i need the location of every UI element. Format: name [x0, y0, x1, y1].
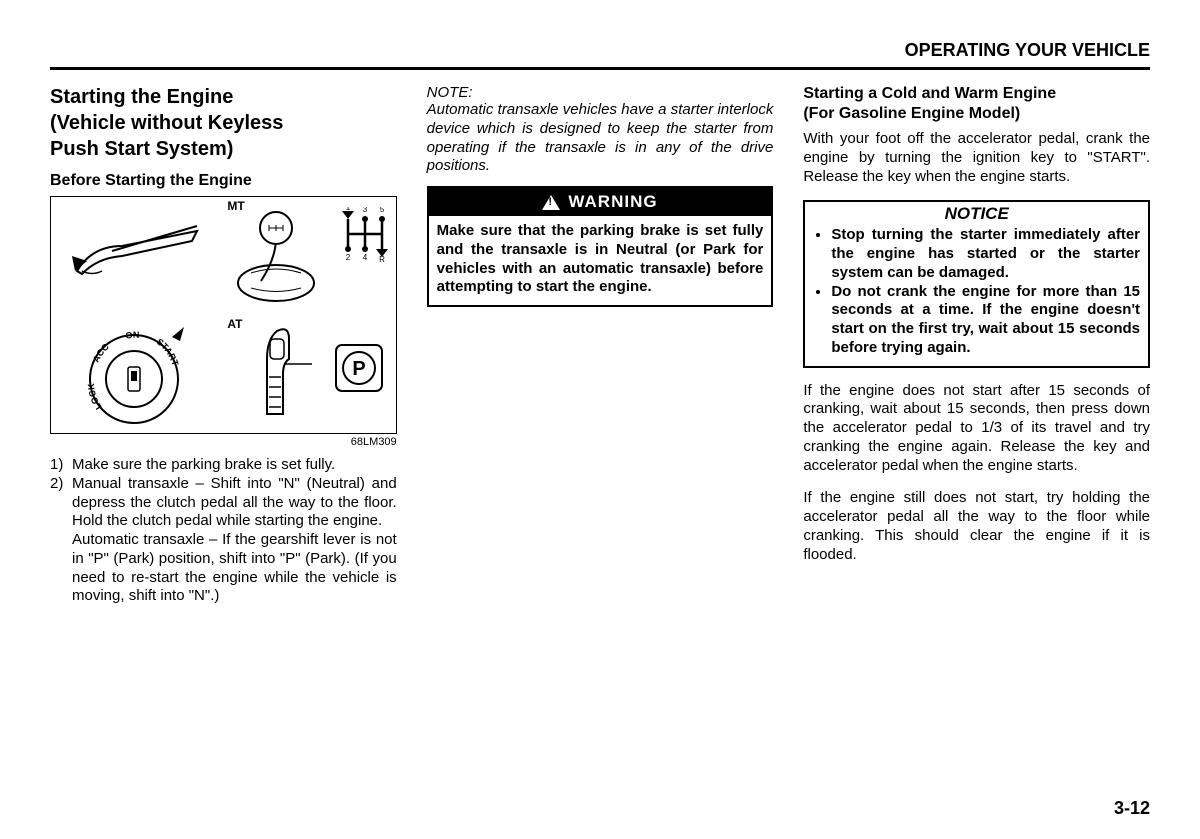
svg-text:4: 4: [362, 253, 367, 262]
content-columns: Starting the Engine (Vehicle without Key…: [50, 84, 1150, 606]
subsection-title-col3: Starting a Cold and Warm Engine (For Gas…: [803, 84, 1150, 124]
svg-text:P: P: [352, 358, 365, 380]
notice-box: NOTICE Stop turning the starter immediat…: [803, 200, 1150, 367]
header-rule: [50, 67, 1150, 70]
page-header: OPERATING YOUR VEHICLE: [50, 40, 1150, 61]
warning-body: Make sure that the parking brake is set …: [429, 216, 772, 305]
warning-header: WARNING: [429, 188, 772, 216]
svg-text:ON: ON: [125, 330, 140, 341]
step-2: 2) Manual transaxle – Shift into "N" (Ne…: [72, 475, 397, 531]
paragraph: If the engine does not start after 15 se…: [803, 382, 1150, 476]
warning-title: WARNING: [568, 192, 657, 212]
notice-body: Stop turning the starter immediately aft…: [805, 224, 1148, 365]
mt-shifter-icon: [231, 203, 321, 303]
svg-text:3: 3: [362, 207, 367, 214]
parking-brake-icon: [67, 216, 207, 296]
paragraph: If the engine still does not start, try …: [803, 489, 1150, 564]
gear-pattern-icon: 1 3 5 2 4 R: [340, 207, 390, 262]
diagram-ignition: LOCK ACC ON START: [51, 315, 223, 433]
ignition-icon: LOCK ACC ON START: [72, 319, 202, 429]
step-number: 1): [50, 456, 63, 475]
step-2-continued: Automatic transaxle – If the gearshift l…: [72, 531, 397, 606]
diagram-box: MT 1 3 5: [50, 196, 397, 434]
section-title: Starting the Engine (Vehicle without Key…: [50, 84, 397, 162]
diagram-parking-brake: [51, 197, 223, 315]
notice-item: Do not crank the engine for more than 15…: [831, 283, 1140, 358]
svg-text:2: 2: [345, 253, 350, 262]
diagram-mt: MT 1 3 5: [223, 197, 395, 315]
notice-item: Stop turning the starter immediately aft…: [831, 226, 1140, 282]
page-number: 3-12: [1114, 798, 1150, 819]
step-text: Make sure the parking brake is set fully…: [72, 456, 335, 473]
step-1: 1) Make sure the parking brake is set fu…: [72, 456, 397, 475]
at-shifter-icon: [237, 319, 317, 424]
note-label: NOTE:: [427, 84, 774, 101]
svg-text:R: R: [379, 255, 385, 262]
warning-box: WARNING Make sure that the parking brake…: [427, 186, 774, 307]
step-text: Manual transaxle – Shift into "N" (Neutr…: [72, 475, 397, 530]
note-body: Automatic transaxle vehicles have a star…: [427, 101, 774, 176]
svg-text:5: 5: [379, 207, 384, 214]
diagram-code: 68LM309: [50, 436, 397, 448]
step-text: Automatic transaxle – If the gearshift l…: [72, 531, 397, 604]
step-number: 2): [50, 475, 63, 494]
column-3: Starting a Cold and Warm Engine (For Gas…: [803, 84, 1150, 606]
svg-text:1: 1: [345, 207, 350, 212]
subsection-title: Before Starting the Engine: [50, 172, 397, 190]
step-list: 1) Make sure the parking brake is set fu…: [50, 456, 397, 606]
warning-triangle-icon: [542, 195, 560, 210]
notice-title: NOTICE: [805, 202, 1148, 224]
paragraph: With your foot off the accelerator pedal…: [803, 130, 1150, 186]
park-indicator-icon: P: [334, 343, 384, 393]
column-2: NOTE: Automatic transaxle vehicles have …: [427, 84, 774, 606]
diagram-at: AT P: [223, 315, 395, 433]
column-1: Starting the Engine (Vehicle without Key…: [50, 84, 397, 606]
